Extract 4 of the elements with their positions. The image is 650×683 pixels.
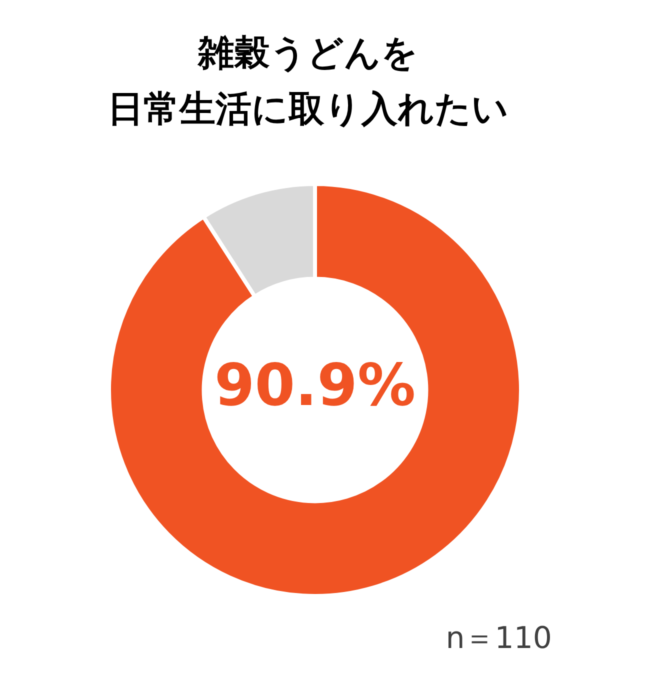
chart-title: 雑穀うどんを: [196, 32, 419, 76]
data-label: 90.9%: [214, 351, 416, 420]
chart-subtitle: 日常生活に取り入れたい: [106, 88, 510, 132]
text: n＝110: [446, 620, 552, 658]
